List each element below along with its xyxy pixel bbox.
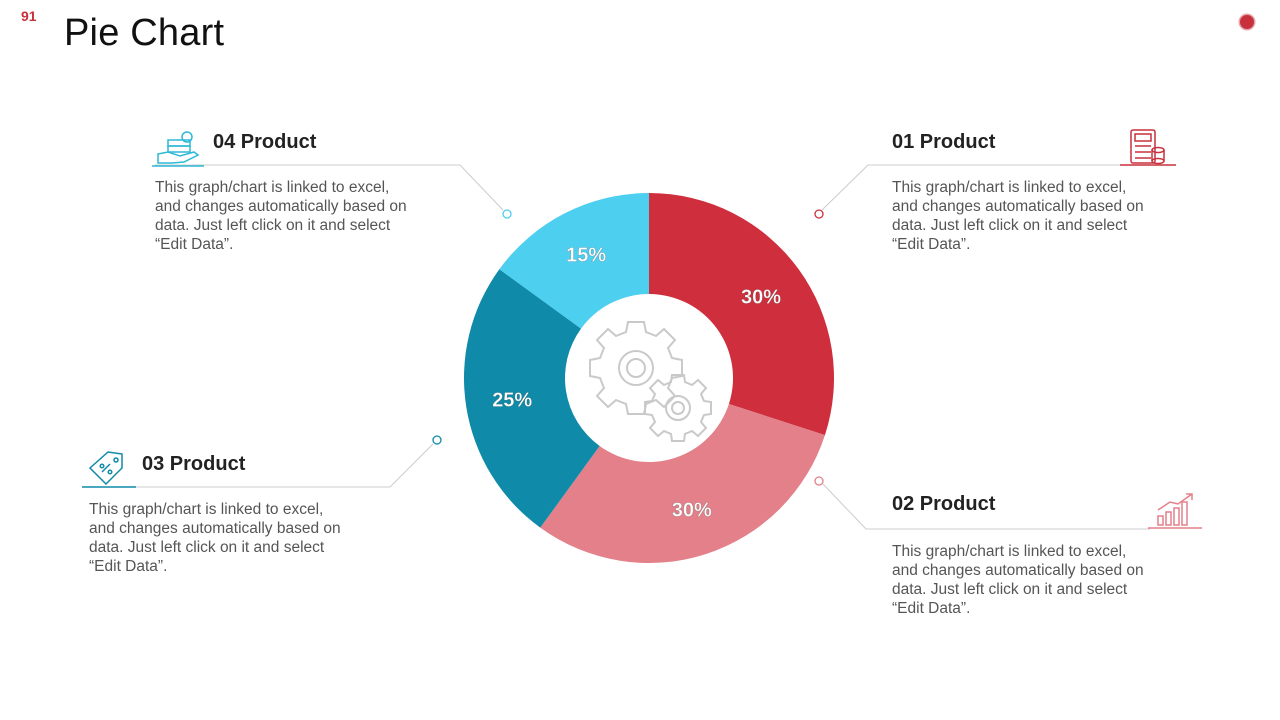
slice-label-2: 30% — [672, 500, 712, 522]
product-01-text-line: and changes automatically based on — [892, 198, 1144, 215]
product-02-text-line: “Edit Data”. — [892, 600, 971, 617]
growth-chart-icon — [1148, 493, 1202, 529]
product-02-text-line: This graph/chart is linked to excel, — [892, 543, 1127, 560]
product-04-text: This graph/chart is linked to excel, and… — [155, 178, 430, 254]
connector-dot-03 — [432, 435, 442, 445]
product-03-heading: 03 Product — [142, 453, 246, 475]
connector-dots — [432, 209, 824, 486]
slice-label-1: 30% — [741, 287, 781, 309]
product-01-text: This graph/chart is linked to excel, and… — [892, 178, 1167, 254]
gears-icon — [589, 321, 712, 442]
product-01-heading: 01 Product — [892, 131, 996, 153]
slice-label-3: 25% — [492, 390, 532, 412]
product-03-text-line: This graph/chart is linked to excel, — [89, 501, 324, 518]
slice-label-4: 15% — [566, 245, 606, 267]
product-03-text-line: data. Just left click on it and select — [89, 539, 325, 556]
product-02-text-line: data. Just left click on it and select — [892, 581, 1128, 598]
money-hand-icon — [152, 131, 204, 167]
product-02-text: This graph/chart is linked to excel, and… — [892, 542, 1167, 618]
product-01-text-line: This graph/chart is linked to excel, — [892, 179, 1127, 196]
connector-dot-01 — [814, 209, 824, 219]
page-title: Pie Chart — [64, 12, 225, 54]
pie-slice-1 — [649, 193, 834, 436]
discount-tag-icon — [82, 451, 136, 488]
connector-04 — [155, 164, 504, 211]
product-01-text-line: “Edit Data”. — [892, 236, 971, 253]
product-03-text-line: and changes automatically based on — [89, 520, 341, 537]
slice-labels: 30% 30% 25% 15% — [492, 244, 782, 522]
pie-slice-3 — [463, 269, 600, 528]
connector-dot-04 — [502, 209, 512, 219]
slide-number: 91 — [21, 8, 37, 24]
donut-slices — [463, 193, 834, 563]
product-02-heading: 02 Product — [892, 493, 996, 515]
pie-slice-2 — [540, 403, 825, 563]
connector-03 — [85, 443, 434, 488]
product-03-text: This graph/chart is linked to excel, and… — [89, 500, 364, 576]
pie-slice-4 — [499, 193, 649, 329]
corner-dot-icon — [1240, 15, 1254, 29]
connector-02 — [822, 483, 1150, 530]
product-04-text-line: This graph/chart is linked to excel, — [155, 179, 390, 196]
connector-dot-02 — [814, 476, 824, 486]
product-04-text-line: “Edit Data”. — [155, 236, 234, 253]
connector-lines — [85, 164, 1150, 530]
product-03-text-line: “Edit Data”. — [89, 558, 168, 575]
calculator-coins-icon — [1120, 129, 1176, 166]
product-01-text-line: data. Just left click on it and select — [892, 217, 1128, 234]
product-04-heading: 04 Product — [213, 131, 317, 153]
connector-01 — [821, 164, 1130, 211]
product-04-text-line: and changes automatically based on — [155, 198, 407, 215]
product-04-text-line: data. Just left click on it and select — [155, 217, 391, 234]
product-02-text-line: and changes automatically based on — [892, 562, 1144, 579]
